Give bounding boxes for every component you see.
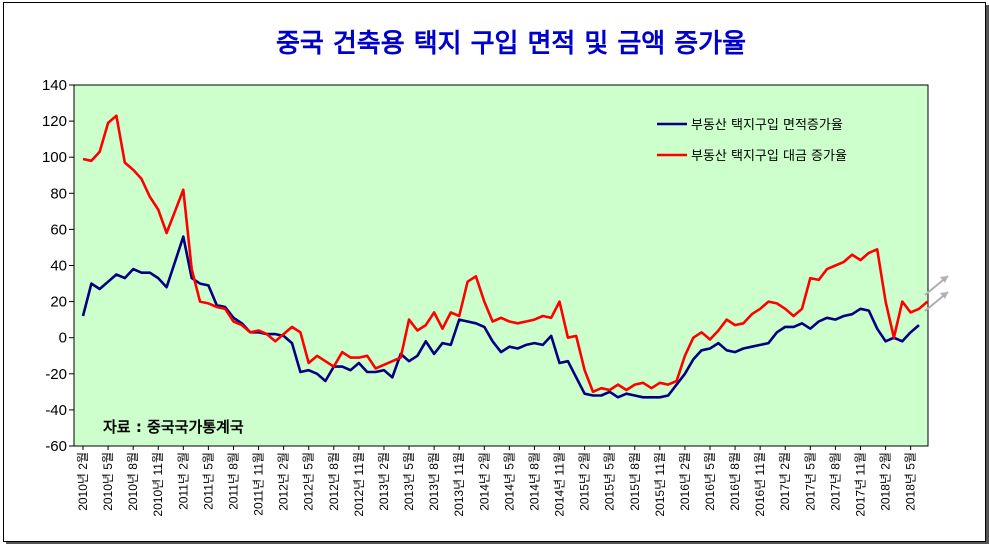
x-tick-label: 2013년 11월 [452,452,466,517]
y-tick-label: 20 [50,294,67,311]
x-tick-label: 2010년 5월 [101,452,115,511]
trend-arrowhead-icon [940,292,948,299]
x-tick-label: 2017년 2월 [778,452,792,511]
x-tick-label: 2015년 11월 [653,452,667,517]
y-tick-label: 140 [42,77,67,94]
x-tick-label: 2010년 2월 [76,452,90,511]
x-tick-label: 2016년 8월 [728,452,742,511]
legend-label: 부동산 택지구입 대금 증가율 [691,149,847,164]
x-tick-label: 2011년 11월 [252,452,266,516]
x-tick-label: 2012년 5월 [302,452,316,511]
x-tick-label: 2018년 2월 [879,452,893,511]
x-tick-label: 2014년 11월 [553,452,567,517]
plot-background [73,84,929,447]
y-tick-label: 0 [59,330,67,347]
y-tick-label: -20 [45,366,67,383]
x-tick-label: 2015년 2월 [578,452,592,511]
chart-title: 중국 건축용 택지 구입 면적 및 금액 증가율 [276,29,746,59]
x-tick-label: 2010년 8월 [126,452,140,511]
x-tick-label: 2015년 8월 [628,452,642,511]
x-tick-label: 2018년 5월 [904,452,918,511]
x-tick-label: 2011년 5월 [201,452,215,510]
y-tick-label: 120 [42,113,67,130]
y-tick-label: 40 [50,258,67,275]
x-tick-label: 2017년 8월 [828,452,842,511]
x-tick-label: 2013년 2월 [377,452,391,511]
x-tick-label: 2013년 8월 [427,452,441,511]
x-tick-label: 2017년 5월 [803,452,817,511]
x-tick-label: 2014년 5월 [502,452,516,511]
x-tick-label: 2015년 5월 [603,452,617,511]
plot-area: 140 120 100 80 60 40 20 0 -20 -40 -60 2010년 2월 2010년… [42,77,949,517]
series-line-area [81,235,920,399]
series-line-amount [82,114,929,394]
x-tick-label: 2012년 2월 [277,452,291,511]
source-note: 자료 : 중국국가통계국 [103,418,244,436]
x-tick-label: 2017년 11월 [853,452,867,517]
x-tick-label: 2011년 8월 [226,452,240,510]
y-tick-label: -40 [45,402,67,419]
y-tick-label: -60 [45,438,67,455]
x-tick-label: 2010년 11월 [151,452,165,517]
y-tick-label: 100 [42,149,67,166]
x-tick-label: 2014년 8월 [527,452,541,511]
x-tick-label: 2013년 5월 [402,452,416,511]
x-tick-label: 2016년 11월 [753,452,767,517]
x-tick-label: 2012년 11월 [352,452,366,517]
x-tick-label: 2012년 8월 [327,452,341,511]
x-tick-label: 2014년 2월 [477,452,491,511]
trend-arrowhead-icon [940,276,948,283]
x-tick-label: 2011년 2월 [176,452,190,510]
y-tick-label: 60 [50,221,67,238]
y-tick-label: 80 [50,185,67,202]
legend-label: 부동산 택지구입 면적증가율 [691,118,843,133]
x-tick-label: 2016년 2월 [678,452,692,511]
x-tick-label: 2016년 5월 [703,452,717,511]
